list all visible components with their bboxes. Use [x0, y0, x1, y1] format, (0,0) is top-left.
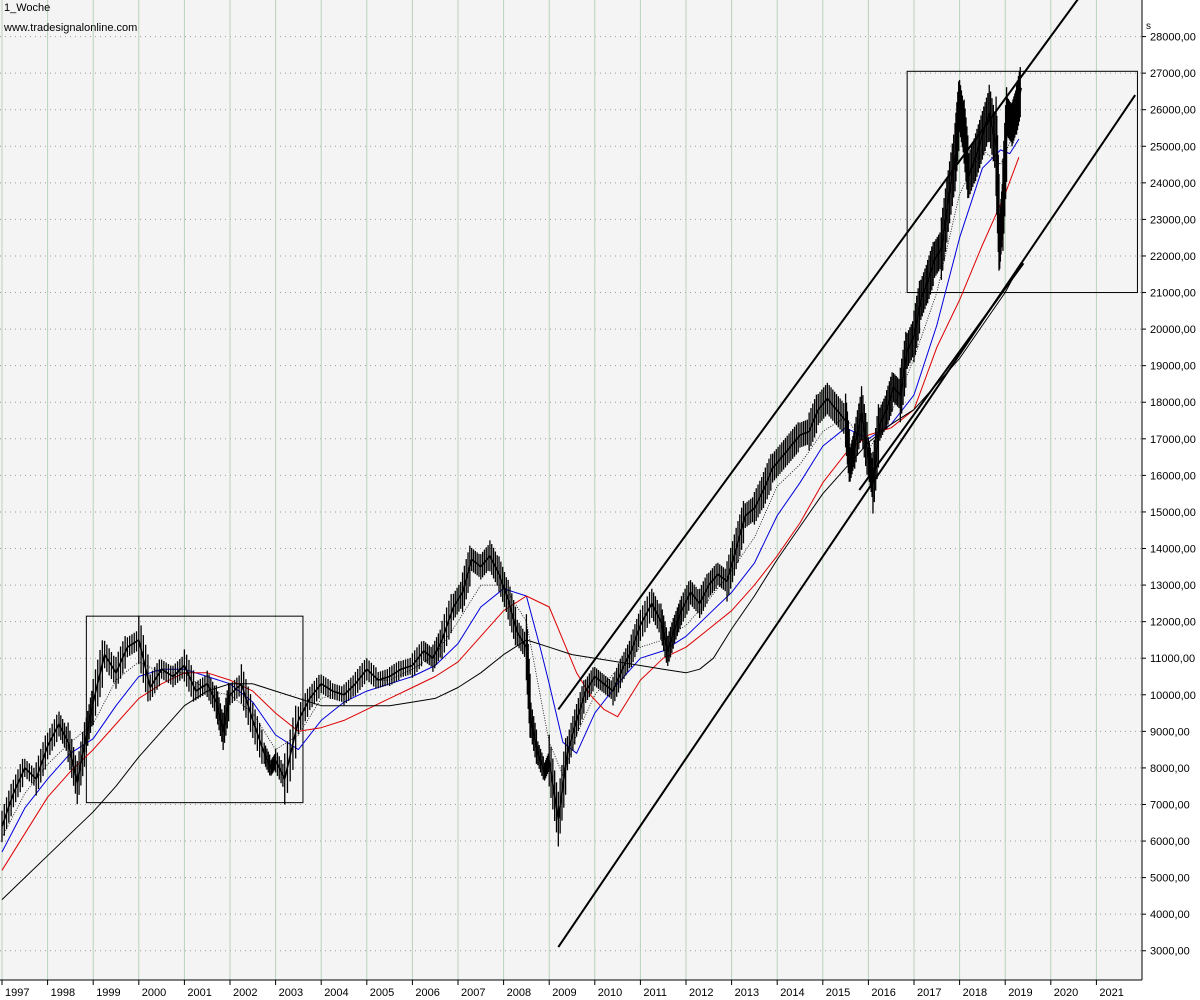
y-tick-label: 12000,00	[1150, 617, 1196, 629]
x-tick-label: 2016	[871, 987, 895, 999]
x-tick-label: 2018	[963, 987, 987, 999]
x-tick-label: 2002	[233, 987, 257, 999]
y-tick-label: 16000,00	[1150, 470, 1196, 482]
x-tick-label: 2013	[735, 987, 759, 999]
y-tick-label: 25000,00	[1150, 141, 1196, 153]
y-tick-label: 24000,00	[1150, 178, 1196, 190]
y-tick-label: 13000,00	[1150, 580, 1196, 592]
y-tick-label: 20000,00	[1150, 324, 1196, 336]
y-tick-label: 11000,00	[1150, 653, 1195, 665]
y-tick-label: 9000,00	[1150, 726, 1190, 738]
grid	[0, 0, 1142, 980]
unit-label: s	[1146, 21, 1151, 32]
trend-line	[858, 262, 1025, 491]
chart-title: 1_Woche	[4, 2, 51, 14]
x-tick-label: 2000	[142, 987, 166, 999]
x-tick-label: 2012	[689, 987, 713, 999]
x-tick-label: 2011	[643, 987, 667, 999]
y-tick-label: 3000,00	[1150, 946, 1190, 958]
x-tick-label: 1997	[5, 987, 29, 999]
x-axis: 1997 1998 1999 2000 2001 2002 2003 2004 2005 2006…	[1, 980, 1124, 999]
x-tick-label: 2001	[187, 987, 211, 999]
x-tick-label: 2019	[1008, 987, 1032, 999]
y-tick-label: 26000,00	[1150, 105, 1196, 117]
y-tick-label: 10000,00	[1150, 690, 1196, 702]
y-tick-label: 14000,00	[1150, 544, 1196, 556]
x-tick-label: 2008	[507, 987, 531, 999]
x-tick-label: 2005	[370, 987, 394, 999]
x-tick-label: 2006	[415, 987, 439, 999]
y-tick-label: 23000,00	[1150, 214, 1196, 226]
y-tick-label: 18000,00	[1150, 397, 1196, 409]
y-axis: 3000,00 4000,00 5000,00 6000,00 7000,00 8000,…	[1142, 32, 1196, 958]
x-tick-label: 2017	[917, 987, 941, 999]
price-series	[1, 67, 1022, 847]
trend-channel	[557, 0, 1136, 948]
y-tick-label: 7000,00	[1150, 799, 1190, 811]
y-tick-label: 5000,00	[1150, 873, 1190, 885]
y-tick-label: 17000,00	[1150, 434, 1196, 446]
x-tick-label: 2021	[1099, 987, 1123, 999]
y-tick-label: 6000,00	[1150, 836, 1190, 848]
x-tick-label: 2015	[826, 987, 850, 999]
x-tick-label: 1999	[96, 987, 120, 999]
y-tick-label: 15000,00	[1150, 507, 1196, 519]
y-tick-label: 19000,00	[1150, 361, 1196, 373]
x-tick-label: 2003	[279, 987, 303, 999]
x-tick-label: 2007	[461, 987, 485, 999]
y-tick-label: 8000,00	[1150, 763, 1190, 775]
x-tick-label: 2020	[1054, 987, 1078, 999]
y-tick-label: 27000,00	[1150, 68, 1196, 80]
trend-line	[557, 0, 1079, 710]
trend-line	[557, 94, 1136, 948]
x-tick-label: 2014	[780, 987, 804, 999]
y-tick-label: 28000,00	[1150, 32, 1196, 44]
x-tick-label: 2009	[552, 987, 576, 999]
x-tick-label: 2004	[324, 987, 348, 999]
y-tick-label: 21000,00	[1150, 288, 1196, 300]
y-tick-label: 4000,00	[1150, 909, 1190, 921]
x-tick-label: 1998	[51, 987, 75, 999]
y-tick-label: 22000,00	[1150, 251, 1196, 263]
x-tick-label: 2010	[598, 987, 622, 999]
source-label: www.tradesignalonline.com	[4, 22, 138, 34]
range-box	[906, 70, 1138, 294]
